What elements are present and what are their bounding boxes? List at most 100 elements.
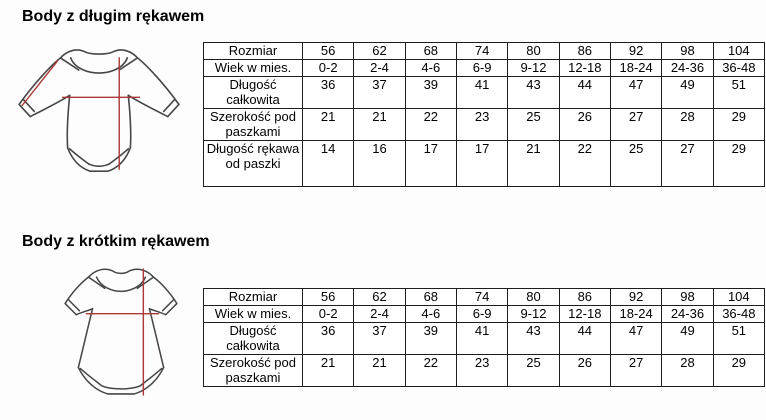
value-cell: 21 <box>507 139 560 187</box>
row-label-cell: Szerokość pod paszkami <box>203 353 303 387</box>
value-cell: 62 <box>353 42 406 60</box>
value-cell: 24-36 <box>661 305 714 323</box>
long-sleeve-bodysuit-drawing <box>18 49 180 172</box>
value-cell: 36 <box>301 321 355 355</box>
value-cell: 74 <box>455 288 509 306</box>
sleeve-length-line <box>21 60 59 107</box>
value-cell: 29 <box>712 139 766 187</box>
section-title-short-sleeve: Body z krótkim rękawem <box>22 233 210 250</box>
value-cell: 104 <box>712 288 766 306</box>
value-cell: 37 <box>353 321 406 355</box>
value-cell: 26 <box>558 353 611 387</box>
value-cell: 74 <box>455 42 509 60</box>
row-label-cell: Długość całkowita <box>203 75 303 109</box>
value-cell: 43 <box>507 75 560 109</box>
value-cell: 2-4 <box>353 305 406 323</box>
value-cell: 98 <box>661 42 714 60</box>
value-cell: 27 <box>661 139 714 187</box>
row-label-cell: Rozmiar <box>203 42 303 60</box>
value-cell: 22 <box>404 353 457 387</box>
value-cell: 68 <box>404 288 457 306</box>
value-cell: 28 <box>661 107 714 141</box>
value-cell: 14 <box>301 139 355 187</box>
value-cell: 21 <box>353 107 406 141</box>
value-cell: 92 <box>609 42 663 60</box>
value-cell: 23 <box>455 353 509 387</box>
value-cell: 44 <box>558 75 611 109</box>
size-table-long-sleeve: Rozmiar 56 62 68 74 80 86 92 98 104 Wiek w mies. 0-… <box>203 42 766 187</box>
value-cell: 36 <box>301 75 355 109</box>
value-cell: 51 <box>712 75 766 109</box>
value-cell: 92 <box>609 288 663 306</box>
value-cell: 56 <box>301 42 355 60</box>
size-table-short-sleeve: Rozmiar 56 62 68 74 80 86 92 98 104 Wiek w mies. 0-… <box>203 288 766 387</box>
value-cell: 43 <box>507 321 560 355</box>
value-cell: 4-6 <box>404 305 457 323</box>
value-cell: 56 <box>301 288 355 306</box>
table-row: Długość całkowita 36 37 39 41 43 44 47 49 51 <box>203 75 766 109</box>
garment-outline <box>64 268 178 395</box>
value-cell: 41 <box>455 75 509 109</box>
value-cell: 27 <box>609 107 663 141</box>
value-cell: 12-18 <box>558 305 611 323</box>
value-cell: 25 <box>507 107 560 141</box>
value-cell: 21 <box>301 353 355 387</box>
value-cell: 68 <box>404 42 457 60</box>
value-cell: 12-18 <box>558 59 611 77</box>
value-cell: 2-4 <box>353 59 406 77</box>
value-cell: 39 <box>404 321 457 355</box>
value-cell: 6-9 <box>455 305 509 323</box>
row-label-cell: Szerokość pod paszkami <box>203 107 303 141</box>
value-cell: 4-6 <box>404 59 457 77</box>
table-row: Wiek w mies. 0-2 2-4 4-6 6-9 9-12 12-18 18-24 24… <box>203 59 766 77</box>
value-cell: 41 <box>455 321 509 355</box>
table-row: Wiek w mies. 0-2 2-4 4-6 6-9 9-12 12-18 18-24 24… <box>203 305 766 323</box>
measurement-lines <box>85 268 160 396</box>
value-cell: 28 <box>661 353 714 387</box>
value-cell: 80 <box>507 42 560 60</box>
value-cell: 47 <box>609 75 663 109</box>
row-label-cell: Długość rękawa od paszki <box>203 139 303 187</box>
value-cell: 6-9 <box>455 59 509 77</box>
row-label-cell: Rozmiar <box>203 288 303 306</box>
value-cell: 27 <box>609 353 663 387</box>
table-row: Długość całkowita 36 37 39 41 43 44 47 49 51 <box>203 321 766 355</box>
value-cell: 22 <box>404 107 457 141</box>
value-cell: 47 <box>609 321 663 355</box>
value-cell: 49 <box>661 321 714 355</box>
table-row: Rozmiar 56 62 68 74 80 86 92 98 104 <box>203 288 766 306</box>
value-cell: 0-2 <box>301 305 355 323</box>
value-cell: 9-12 <box>507 305 560 323</box>
garment-outline <box>18 49 180 172</box>
value-cell: 86 <box>558 42 611 60</box>
value-cell: 98 <box>661 288 714 306</box>
value-cell: 49 <box>661 75 714 109</box>
table-row: Szerokość pod paszkami 21 21 22 23 25 26 27 28 29 <box>203 107 766 141</box>
value-cell: 25 <box>507 353 560 387</box>
value-cell: 51 <box>712 321 766 355</box>
value-cell: 44 <box>558 321 611 355</box>
value-cell: 26 <box>558 107 611 141</box>
row-label-cell: Wiek w mies. <box>203 305 303 323</box>
section-title-long-sleeve: Body z długim rękawem <box>22 8 205 25</box>
table-row: Szerokość pod paszkami 21 21 22 23 25 26 27 28 29 <box>203 353 766 387</box>
table-row: Długość rękawa od paszki 14 16 17 17 21 22 25 27… <box>203 139 766 187</box>
value-cell: 29 <box>712 353 766 387</box>
value-cell: 21 <box>353 353 406 387</box>
value-cell: 25 <box>609 139 663 187</box>
short-sleeve-bodysuit-drawing <box>64 268 178 396</box>
value-cell: 22 <box>558 139 611 187</box>
value-cell: 23 <box>455 107 509 141</box>
value-cell: 80 <box>507 288 560 306</box>
value-cell: 104 <box>712 42 766 60</box>
value-cell: 17 <box>404 139 457 187</box>
value-cell: 18-24 <box>609 59 663 77</box>
value-cell: 36-48 <box>712 59 766 77</box>
value-cell: 17 <box>455 139 509 187</box>
value-cell: 18-24 <box>609 305 663 323</box>
value-cell: 86 <box>558 288 611 306</box>
value-cell: 36-48 <box>712 305 766 323</box>
value-cell: 9-12 <box>507 59 560 77</box>
value-cell: 62 <box>353 288 406 306</box>
row-label-cell: Długość całkowita <box>203 321 303 355</box>
